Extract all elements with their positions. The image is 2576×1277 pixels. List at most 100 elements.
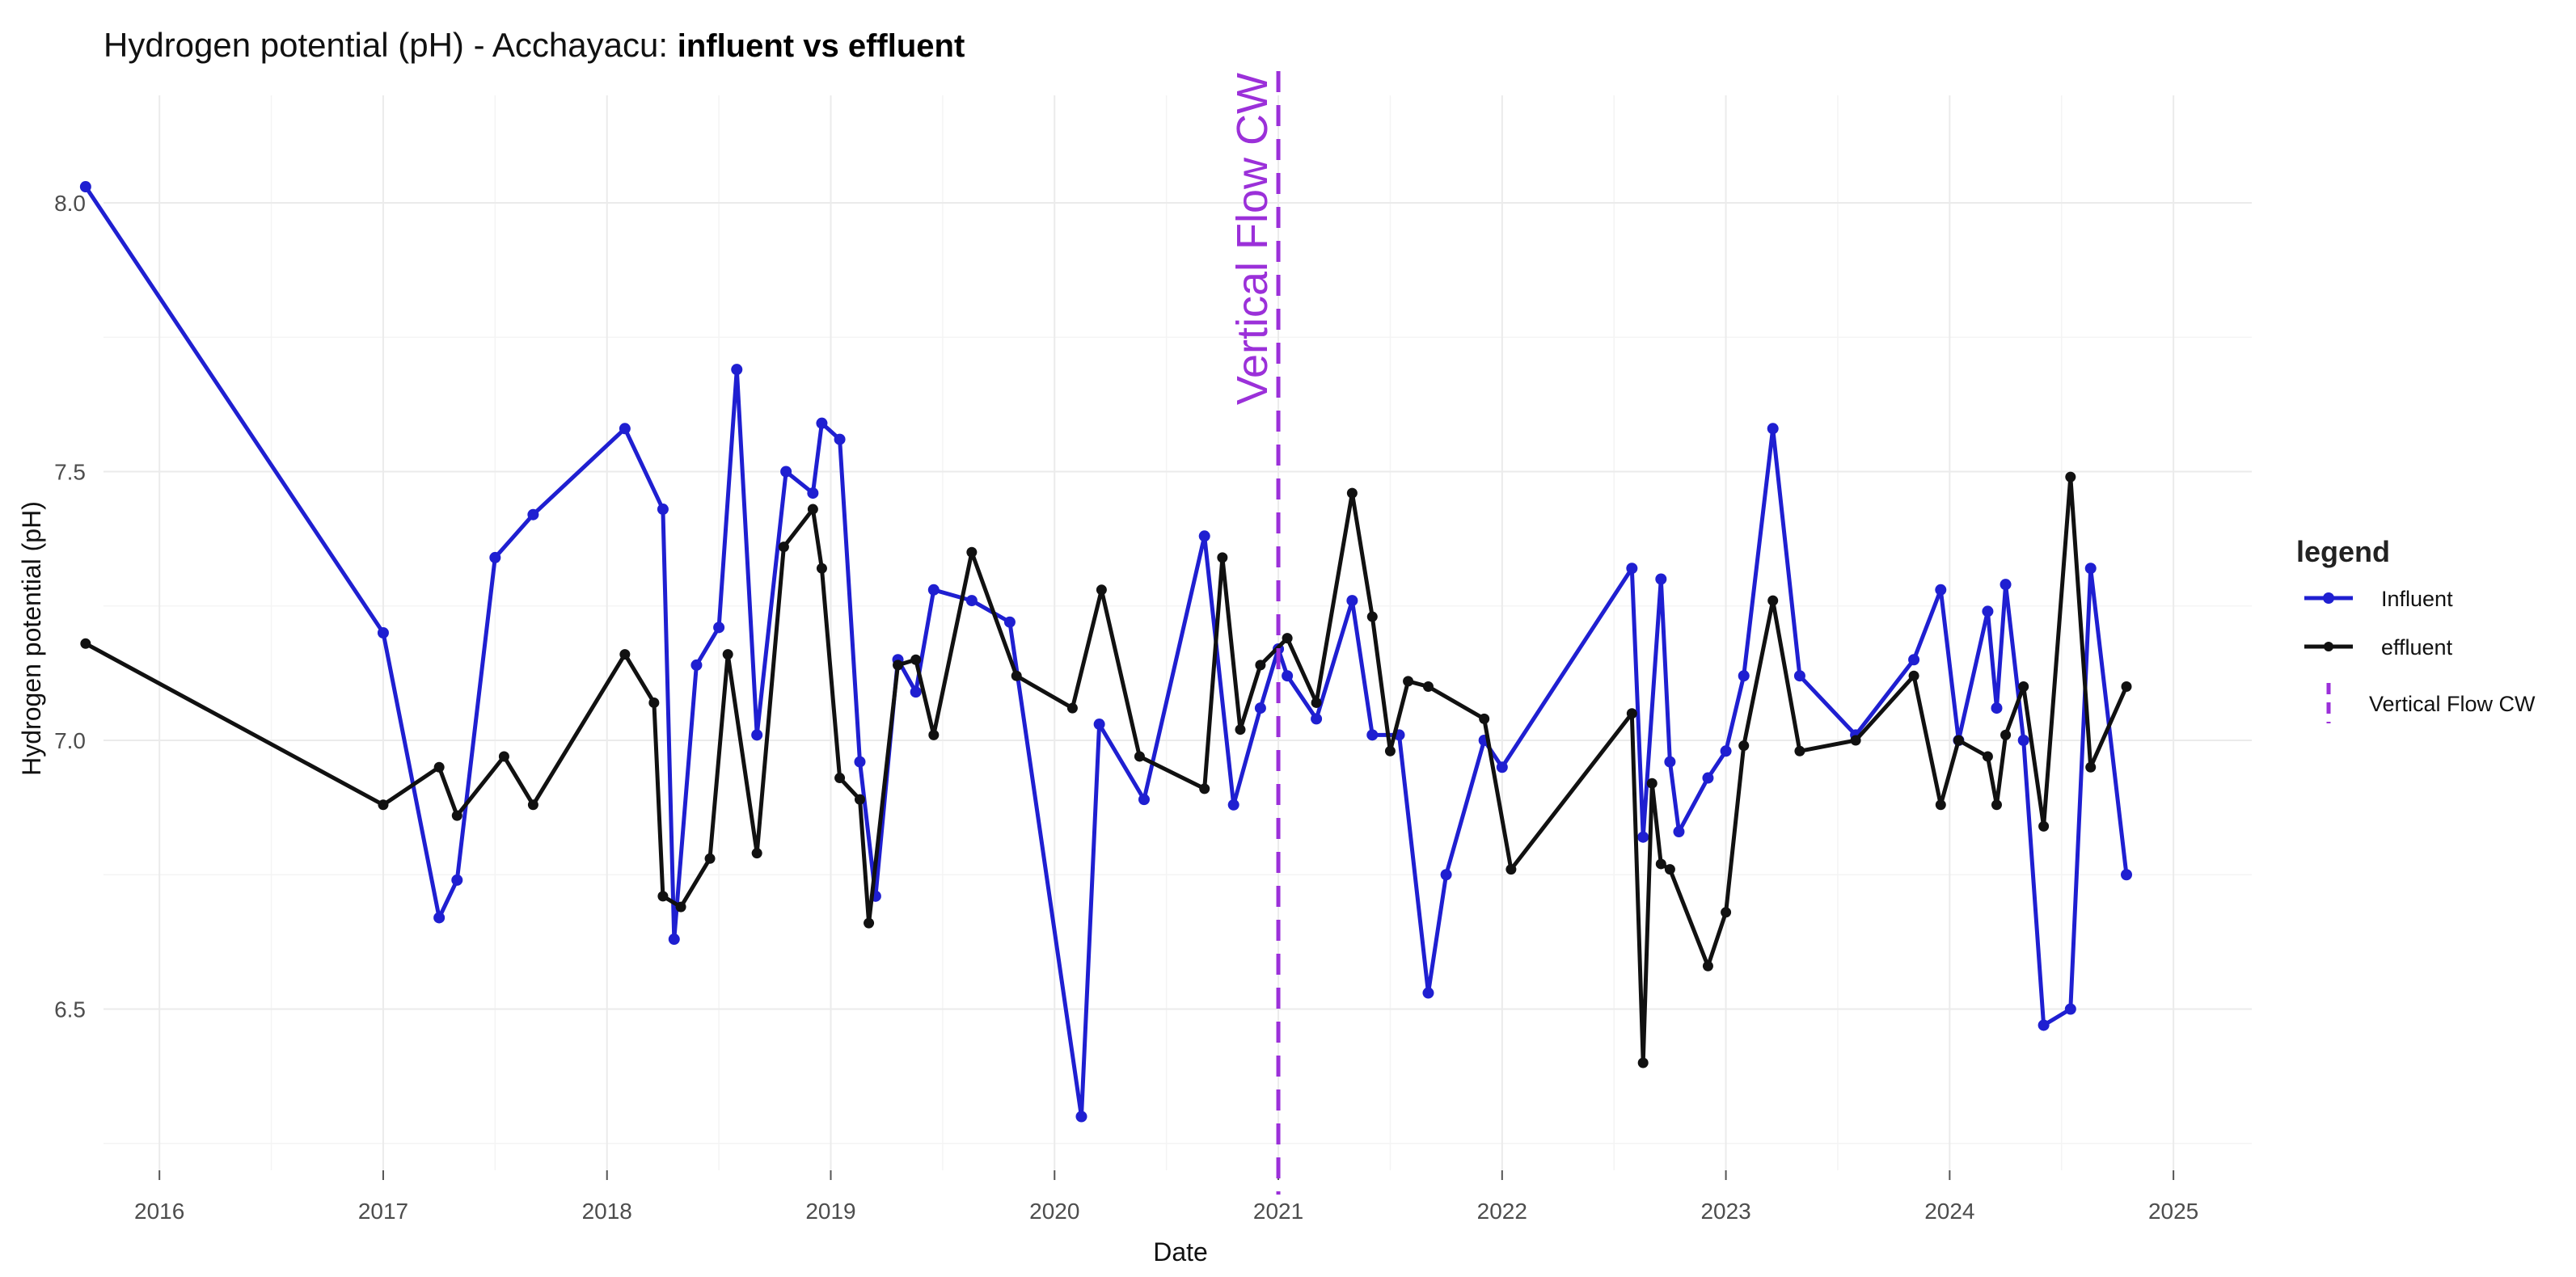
data-point-influent — [619, 423, 631, 435]
data-point-effluent — [1199, 783, 1210, 794]
data-point-influent — [2121, 869, 2133, 881]
data-point-effluent — [527, 799, 538, 811]
data-point-effluent — [378, 799, 389, 811]
data-point-effluent — [893, 660, 904, 671]
legend-label-effluent: effluent — [2381, 635, 2453, 660]
data-point-influent — [1720, 745, 1732, 757]
data-point-effluent — [648, 697, 660, 708]
data-point-influent — [1254, 702, 1266, 714]
data-point-effluent — [1738, 740, 1750, 752]
data-point-influent — [2084, 563, 2097, 575]
series-layer — [79, 181, 2133, 1123]
data-point-effluent — [1935, 799, 1946, 811]
data-point-influent — [1311, 713, 1323, 725]
data-point-effluent — [1217, 552, 1228, 563]
x-tick-label: 2019 — [805, 1199, 855, 1224]
data-point-effluent — [1134, 751, 1145, 762]
data-point-influent — [807, 487, 819, 499]
series-line-influent — [83, 185, 2129, 1119]
data-point-influent — [657, 504, 669, 516]
data-point-influent — [451, 874, 463, 886]
data-point-influent — [1767, 423, 1779, 435]
data-point-influent — [2064, 1003, 2076, 1015]
data-point-effluent — [1982, 751, 1993, 762]
data-point-influent — [1935, 584, 1947, 596]
data-point-effluent — [1505, 864, 1517, 875]
data-point-effluent — [1311, 697, 1322, 708]
data-point-effluent — [864, 917, 875, 929]
chart-title-bold: influent vs effluent — [678, 28, 965, 64]
data-point-influent — [927, 584, 940, 596]
x-axis-title: Date — [1153, 1237, 1208, 1266]
data-point-influent — [1908, 654, 1920, 666]
data-point-influent — [965, 595, 978, 607]
data-point-effluent — [751, 848, 762, 859]
legend-swatch-influent-point — [2323, 592, 2334, 604]
data-point-influent — [433, 912, 446, 924]
y-axis-title: Hydrogen potential (pH) — [17, 501, 46, 776]
data-point-effluent — [1011, 670, 1022, 681]
data-point-effluent — [1096, 584, 1107, 596]
data-point-influent — [489, 551, 501, 563]
data-point-effluent — [1908, 670, 1919, 681]
data-point-effluent — [1384, 745, 1396, 757]
x-tick-label: 2025 — [2148, 1199, 2198, 1224]
data-point-influent — [1198, 530, 1210, 542]
data-point-influent — [834, 433, 846, 445]
data-point-effluent — [704, 853, 716, 864]
data-point-effluent — [1282, 633, 1293, 644]
series-line-effluent — [84, 474, 2129, 1065]
legend: legend Influent effluent Vertical Flow C… — [2296, 535, 2536, 723]
data-point-influent — [527, 508, 539, 520]
data-point-influent — [1346, 595, 1358, 607]
data-point-effluent — [816, 563, 827, 574]
data-point-effluent — [2038, 820, 2050, 832]
annotation-layer: Vertical Flow CW — [1228, 71, 1281, 1195]
data-point-influent — [1664, 756, 1676, 768]
x-tick-label: 2021 — [1253, 1199, 1303, 1224]
data-point-effluent — [966, 546, 978, 558]
data-point-influent — [854, 756, 866, 768]
data-point-effluent — [1235, 724, 1246, 735]
series-influent — [79, 181, 2133, 1123]
data-point-effluent — [834, 773, 846, 784]
data-point-effluent — [1479, 713, 1490, 724]
data-point-influent — [2017, 735, 2029, 746]
chart-title-main: Hydrogen potential (pH) - Acchayacu: — [103, 26, 678, 64]
data-point-effluent — [1346, 487, 1358, 499]
data-point-effluent — [1767, 595, 1779, 606]
x-tick-label: 2017 — [358, 1199, 408, 1224]
y-tick-label: 6.5 — [54, 997, 86, 1022]
x-tick-label: 2020 — [1029, 1199, 1079, 1224]
x-axis-ticks: 2016 2017 2018 2019 2020 2021 2022 2023 2024 2025 — [134, 1170, 2198, 1224]
legend-title: legend — [2296, 535, 2390, 568]
data-point-effluent — [1794, 745, 1805, 757]
x-tick-label: 2022 — [1477, 1199, 1527, 1224]
data-point-influent — [2000, 579, 2012, 591]
data-point-effluent — [433, 761, 445, 773]
data-point-effluent — [928, 729, 940, 740]
x-tick-label: 2024 — [1924, 1199, 1974, 1224]
data-point-influent — [731, 364, 743, 376]
data-point-influent — [1626, 563, 1638, 575]
data-point-effluent — [2065, 471, 2076, 483]
data-point-effluent — [1066, 702, 1078, 714]
data-point-effluent — [1702, 960, 1713, 971]
legend-label-vertical-flow-cw: Vertical Flow CW — [2369, 692, 2536, 716]
data-point-effluent — [1953, 735, 1964, 746]
data-point-influent — [1673, 826, 1685, 838]
data-point-effluent — [1655, 858, 1666, 870]
data-point-effluent — [807, 504, 818, 515]
x-tick-label: 2016 — [134, 1199, 184, 1224]
data-point-effluent — [451, 810, 462, 821]
data-point-influent — [1093, 719, 1105, 731]
data-point-influent — [1422, 987, 1434, 999]
data-point-effluent — [1721, 907, 1732, 918]
chart-title: Hydrogen potential (pH) - Acchayacu: inf… — [103, 26, 965, 64]
data-point-influent — [1138, 794, 1150, 806]
y-tick-label: 7.0 — [54, 728, 86, 753]
data-point-influent — [2038, 1019, 2050, 1031]
legend-swatch-effluent-point — [2324, 642, 2333, 651]
data-point-effluent — [854, 794, 865, 805]
